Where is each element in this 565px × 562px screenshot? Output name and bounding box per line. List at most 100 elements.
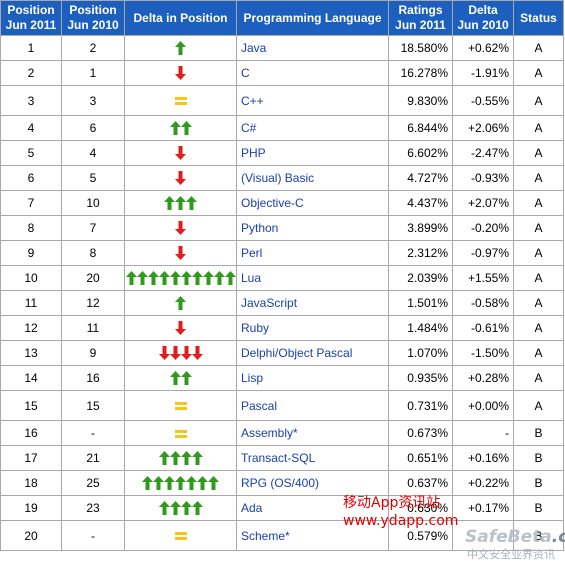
rating-cell: 1.484% — [388, 315, 453, 341]
position-2011-cell: 2 — [0, 60, 62, 86]
status-cell: A — [513, 115, 564, 141]
delta-position-cell — [124, 470, 237, 496]
delta-rating-cell: -0.20% — [452, 215, 514, 241]
language-link[interactable]: Scheme* — [236, 520, 389, 551]
header-ratings: Ratings Jun 2011 — [388, 0, 453, 36]
header-position-2011: Position Jun 2011 — [0, 0, 62, 36]
table-row: 14 16 Lisp 0.935% +0.28% A — [0, 365, 564, 391]
language-link[interactable]: C++ — [236, 85, 389, 116]
delta-position-cell — [124, 445, 237, 471]
language-link[interactable]: JavaScript — [236, 290, 389, 316]
arrow-up-icon — [164, 196, 197, 211]
delta-position-cell — [124, 85, 237, 116]
table-row: 2 1 C 16.278% -1.91% A — [0, 60, 564, 86]
language-link[interactable]: C — [236, 60, 389, 86]
status-cell: B — [513, 495, 564, 521]
delta-rating-cell: -2.47% — [452, 140, 514, 166]
arrow-down-icon — [175, 221, 186, 236]
status-cell: B — [513, 520, 564, 551]
table-header-row: Position Jun 2011 Position Jun 2010 Delta … — [0, 0, 564, 36]
position-2010-cell: - — [61, 520, 125, 551]
table-row: 17 21 Transact-SQL 0.651% +0.16% B — [0, 445, 564, 471]
status-cell: B — [513, 420, 564, 446]
rating-cell: 2.039% — [388, 265, 453, 291]
position-2011-cell: 4 — [0, 115, 62, 141]
table-row: 5 4 PHP 6.602% -2.47% A — [0, 140, 564, 166]
language-link[interactable]: Python — [236, 215, 389, 241]
position-2010-cell: 20 — [61, 265, 125, 291]
table-row: 1 2 Java 18.580% +0.62% A — [0, 35, 564, 61]
delta-position-cell — [124, 60, 237, 86]
delta-rating-cell: +0.16% — [452, 445, 514, 471]
position-2010-cell: 15 — [61, 390, 125, 421]
delta-rating-cell: +0.22% — [452, 470, 514, 496]
language-link[interactable]: (Visual) Basic — [236, 165, 389, 191]
rating-cell: 4.437% — [388, 190, 453, 216]
position-2010-cell: 23 — [61, 495, 125, 521]
rating-cell: 1.070% — [388, 340, 453, 366]
language-link[interactable]: PHP — [236, 140, 389, 166]
delta-rating-cell: +2.06% — [452, 115, 514, 141]
status-cell: A — [513, 265, 564, 291]
language-link[interactable]: Lua — [236, 265, 389, 291]
delta-rating-cell: - — [452, 420, 514, 446]
rating-cell: 4.727% — [388, 165, 453, 191]
table-row: 7 10 Objective-C 4.437% +2.07% A — [0, 190, 564, 216]
language-link[interactable]: Objective-C — [236, 190, 389, 216]
position-2011-cell: 11 — [0, 290, 62, 316]
status-cell: A — [513, 140, 564, 166]
header-delta-position: Delta in Position — [124, 0, 237, 36]
language-link[interactable]: Pascal — [236, 390, 389, 421]
status-cell: A — [513, 240, 564, 266]
table-row: 13 9 Delphi/Object Pascal 1.070% -1.50% A — [0, 340, 564, 366]
watermark-logo: SafeBeta.cn — [465, 527, 565, 547]
language-link[interactable]: Delphi/Object Pascal — [236, 340, 389, 366]
rating-cell: 0.579% — [388, 520, 453, 551]
language-link[interactable]: Transact-SQL — [236, 445, 389, 471]
position-2011-cell: 14 — [0, 365, 62, 391]
position-2011-cell: 15 — [0, 390, 62, 421]
language-link[interactable]: Assembly* — [236, 420, 389, 446]
table-row: 4 6 C# 6.844% +2.06% A — [0, 115, 564, 141]
position-2010-cell: 3 — [61, 85, 125, 116]
position-2011-cell: 1 — [0, 35, 62, 61]
position-2010-cell: 2 — [61, 35, 125, 61]
arrow-down-icon — [175, 171, 186, 186]
language-link[interactable]: Ada — [236, 495, 389, 521]
position-2010-cell: - — [61, 420, 125, 446]
status-cell: A — [513, 190, 564, 216]
rating-cell: 0.935% — [388, 365, 453, 391]
position-2010-cell: 6 — [61, 115, 125, 141]
position-2011-cell: 20 — [0, 520, 62, 551]
position-2010-cell: 21 — [61, 445, 125, 471]
delta-rating-cell: -0.55% — [452, 85, 514, 116]
language-link[interactable]: Perl — [236, 240, 389, 266]
arrow-down-icon — [175, 66, 186, 81]
language-link[interactable]: Ruby — [236, 315, 389, 341]
delta-position-cell — [124, 215, 237, 241]
rating-cell: 0.673% — [388, 420, 453, 446]
language-link[interactable]: Lisp — [236, 365, 389, 391]
delta-position-cell — [124, 365, 237, 391]
rating-cell: 6.844% — [388, 115, 453, 141]
position-2010-cell: 5 — [61, 165, 125, 191]
table-row: 20- Scheme* 0.579% B — [0, 520, 564, 551]
status-cell: A — [513, 340, 564, 366]
watermark-line-2: www.ydapp.com — [343, 513, 459, 529]
arrow-down-icon — [175, 246, 186, 261]
arrow-down-icon — [175, 321, 186, 336]
table-row: 9 8 Perl 2.312% -0.97% A — [0, 240, 564, 266]
language-link[interactable]: Java — [236, 35, 389, 61]
watermark-text: 移动App资讯站 www.ydapp.com — [343, 494, 458, 530]
position-2011-cell: 9 — [0, 240, 62, 266]
rating-cell: 0.731% — [388, 390, 453, 421]
language-link[interactable]: C# — [236, 115, 389, 141]
delta-position-cell — [124, 115, 237, 141]
language-link[interactable]: RPG (OS/400) — [236, 470, 389, 496]
position-2011-cell: 19 — [0, 495, 62, 521]
status-cell: A — [513, 85, 564, 116]
table-row: 12 11 Ruby 1.484% -0.61% A — [0, 315, 564, 341]
table-row: 6 5 (Visual) Basic 4.727% -0.93% A — [0, 165, 564, 191]
delta-position-cell — [124, 340, 237, 366]
status-cell: A — [513, 165, 564, 191]
